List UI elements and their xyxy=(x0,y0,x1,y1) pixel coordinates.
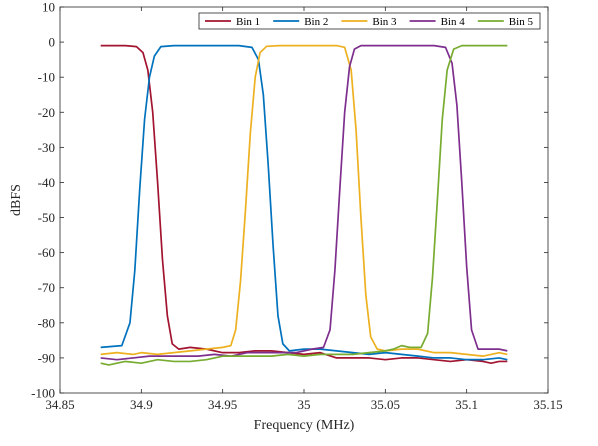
y-tick-label: 0 xyxy=(49,35,56,50)
series-line-5 xyxy=(100,44,508,366)
y-tick-label: 10 xyxy=(42,0,55,15)
y-tick-label: -70 xyxy=(38,280,55,295)
legend-entry-2: Bin 2 xyxy=(304,16,328,28)
series-line-1 xyxy=(100,44,508,365)
x-tick-label: 34.9 xyxy=(130,397,153,412)
y-tick-label: -30 xyxy=(38,140,55,155)
series-line-4 xyxy=(100,44,508,361)
x-axis-label: Frequency (MHz) xyxy=(254,418,355,433)
x-tick-label: 35 xyxy=(298,397,311,412)
legend-entry-1: Bin 1 xyxy=(236,16,260,28)
y-tick-label: -40 xyxy=(38,175,55,190)
legend-box xyxy=(198,12,541,30)
x-tick-label: 34.85 xyxy=(45,397,74,412)
x-tick-label: 35.15 xyxy=(533,397,562,412)
x-tick-label: 35.05 xyxy=(371,397,400,412)
y-tick-label: -10 xyxy=(38,70,55,85)
axis-ticks: 34.85 34.9 34.95 35 35.05 35.1 35.15-100-90-80… xyxy=(31,0,562,412)
legend-entry-4: Bin 4 xyxy=(441,16,466,28)
legend-entry-5: Bin 5 xyxy=(509,16,534,28)
series-line-3 xyxy=(100,44,508,357)
series-line-2 xyxy=(100,44,508,361)
y-tick-label: -50 xyxy=(38,210,55,225)
y-tick-label: -20 xyxy=(38,105,55,120)
x-tick-label: 35.1 xyxy=(455,397,478,412)
series-layer xyxy=(100,44,508,366)
y-tick-label: -90 xyxy=(38,350,55,365)
y-tick-label: -100 xyxy=(31,386,55,401)
legend-entry-3: Bin 3 xyxy=(372,16,397,28)
y-axis-label: dBFS xyxy=(9,184,24,216)
legend: Bin 1 Bin 2 Bin 3 Bin 4 Bin 5 xyxy=(198,12,541,30)
y-tick-label: -60 xyxy=(38,245,55,260)
y-tick-label: -80 xyxy=(38,315,55,330)
x-tick-label: 34.95 xyxy=(208,397,237,412)
